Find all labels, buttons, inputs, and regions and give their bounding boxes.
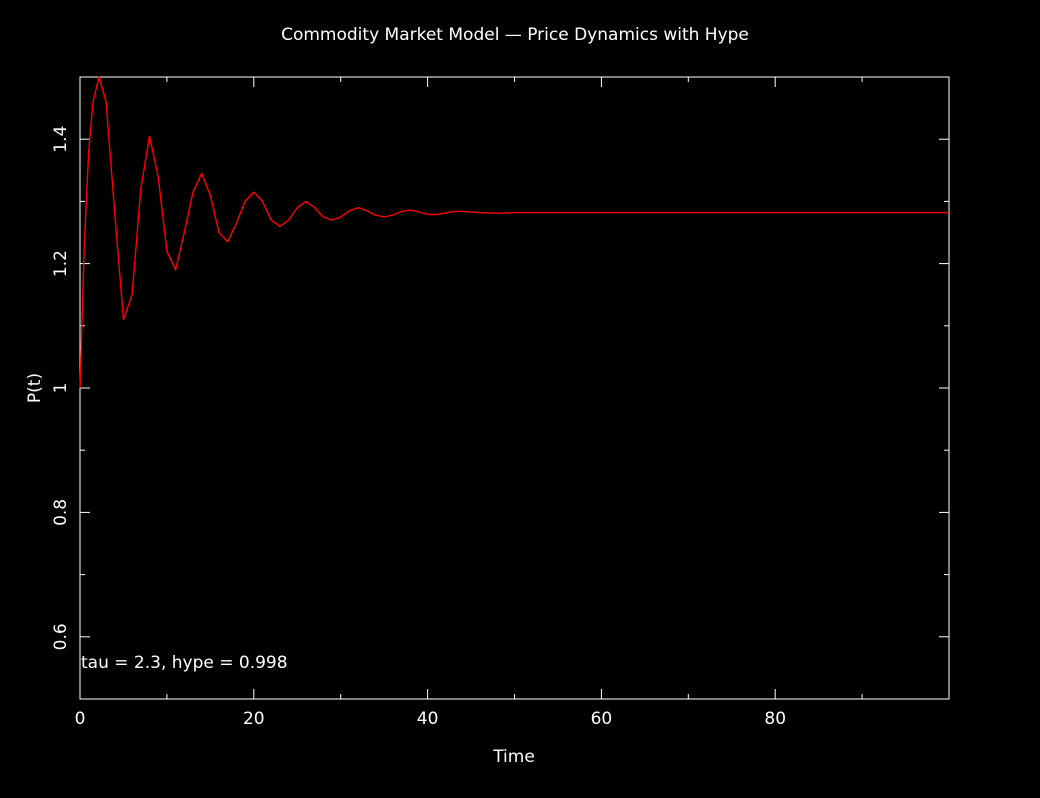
price-series-line: [79, 76, 949, 389]
x-tick-label: 40: [417, 709, 439, 729]
chart-title: Commodity Market Model — Price Dynamics …: [281, 25, 749, 45]
x-tick-label: 20: [243, 709, 265, 729]
y-axis-label: P(t): [25, 373, 45, 403]
y-tick-label: 1.4: [51, 126, 71, 153]
y-tick-label: 0.6: [51, 623, 71, 650]
x-tick-labels: 0 20 40 60 80: [75, 709, 786, 729]
y-tick-labels: 0.6 0.8 1 1.2 1.4: [51, 126, 71, 651]
x-tick-label: 0: [75, 709, 86, 729]
x-ticks: [79, 77, 863, 699]
parameter-annotation: tau = 2.3, hype = 0.998: [81, 653, 288, 673]
plot-area: [79, 76, 949, 389]
x-tick-label: 60: [591, 709, 613, 729]
y-ticks: [80, 138, 949, 638]
y-tick-label: 1: [51, 383, 71, 394]
y-tick-label: 0.8: [51, 499, 71, 526]
x-tick-label: 80: [764, 709, 786, 729]
y-tick-label: 1.2: [51, 250, 71, 277]
x-axis-label: Time: [492, 747, 535, 767]
